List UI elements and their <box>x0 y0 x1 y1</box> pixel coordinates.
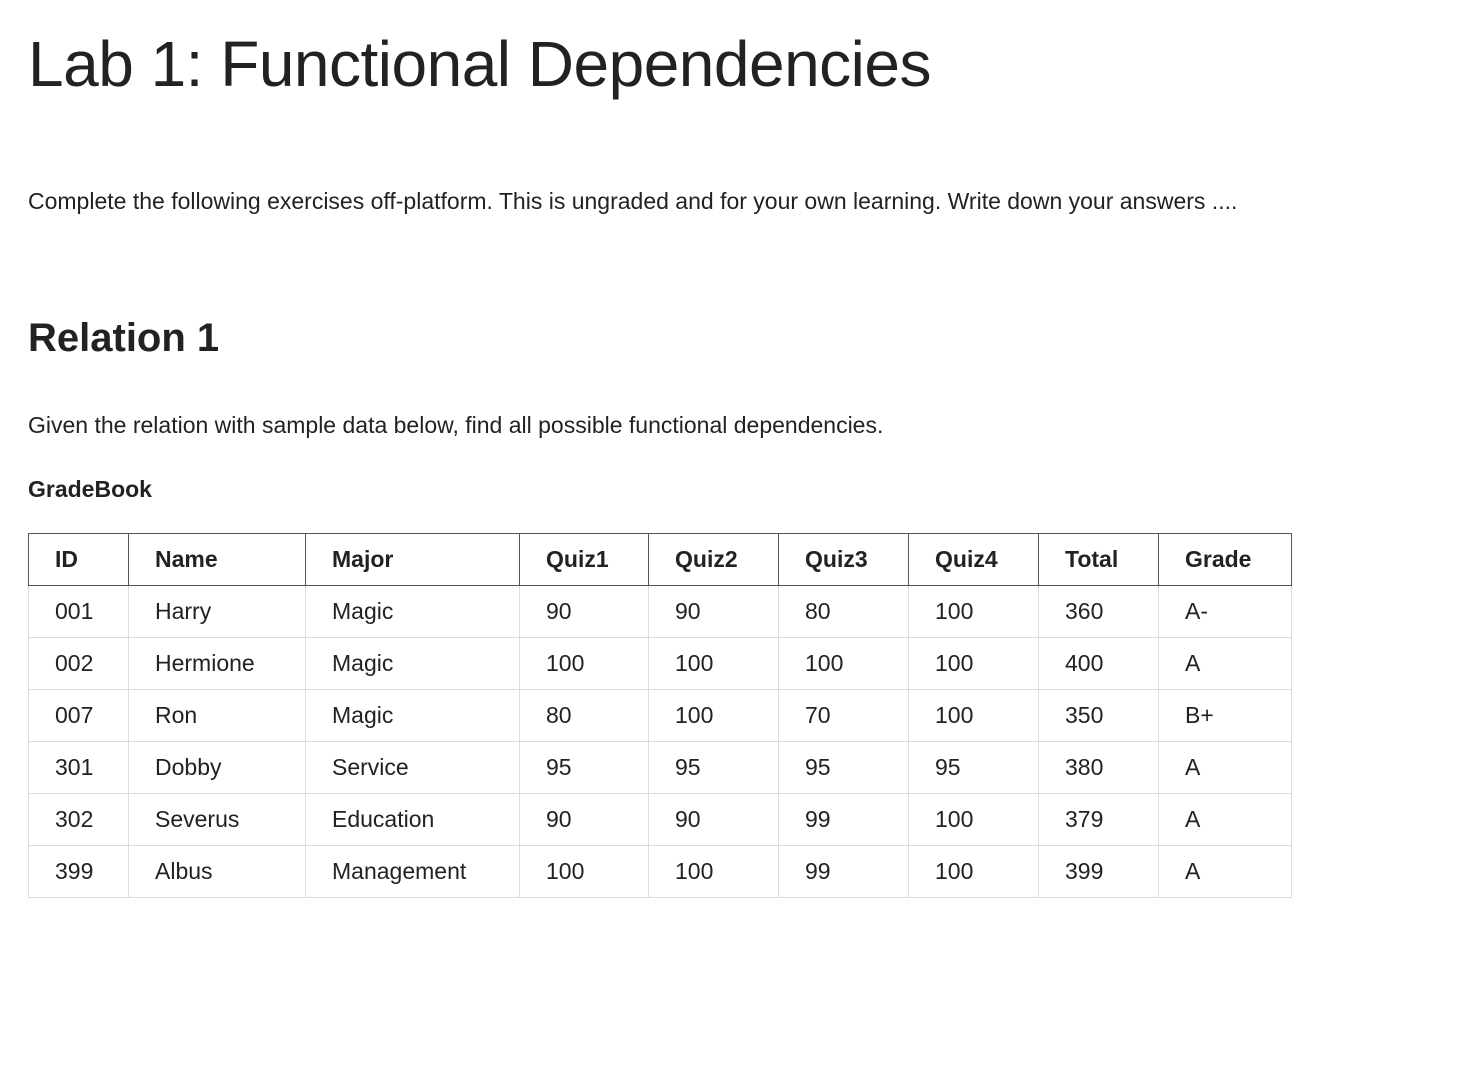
cell-quiz1: 80 <box>519 689 649 742</box>
cell-quiz1: 90 <box>519 585 649 638</box>
cell-name: Dobby <box>128 741 306 794</box>
gradebook-table: ID Name Major Quiz1 Quiz2 Quiz3 Quiz4 To… <box>28 533 1292 898</box>
cell-grade: B+ <box>1158 689 1292 742</box>
cell-quiz4: 100 <box>908 689 1039 742</box>
cell-quiz4: 100 <box>908 637 1039 690</box>
cell-quiz1: 100 <box>519 845 649 898</box>
column-header-quiz4: Quiz4 <box>908 533 1039 586</box>
cell-quiz2: 90 <box>648 793 779 846</box>
table-row: 001 Harry Magic 90 90 80 100 360 A- <box>28 585 1292 638</box>
table-row: 399 Albus Management 100 100 99 100 399 … <box>28 845 1292 898</box>
column-header-major: Major <box>305 533 520 586</box>
cell-quiz1: 100 <box>519 637 649 690</box>
section-title: Relation 1 <box>28 316 220 360</box>
table-row: 302 Severus Education 90 90 99 100 379 A <box>28 793 1292 846</box>
cell-quiz3: 95 <box>778 741 909 794</box>
cell-total: 400 <box>1038 637 1159 690</box>
cell-grade: A <box>1158 793 1292 846</box>
cell-quiz2: 90 <box>648 585 779 638</box>
cell-id: 302 <box>28 793 129 846</box>
cell-id: 007 <box>28 689 129 742</box>
table-row: 301 Dobby Service 95 95 95 95 380 A <box>28 741 1292 794</box>
cell-major: Magic <box>305 689 520 742</box>
cell-major: Magic <box>305 637 520 690</box>
column-header-grade: Grade <box>1158 533 1292 586</box>
table-row: 007 Ron Magic 80 100 70 100 350 B+ <box>28 689 1292 742</box>
column-header-name: Name <box>128 533 306 586</box>
column-header-id: ID <box>28 533 129 586</box>
cell-quiz2: 95 <box>648 741 779 794</box>
cell-id: 002 <box>28 637 129 690</box>
cell-quiz3: 99 <box>778 793 909 846</box>
cell-major: Service <box>305 741 520 794</box>
cell-id: 301 <box>28 741 129 794</box>
cell-quiz4: 100 <box>908 845 1039 898</box>
table-row: 002 Hermione Magic 100 100 100 100 400 A <box>28 637 1292 690</box>
cell-total: 399 <box>1038 845 1159 898</box>
cell-total: 360 <box>1038 585 1159 638</box>
cell-quiz1: 95 <box>519 741 649 794</box>
cell-quiz2: 100 <box>648 689 779 742</box>
column-header-quiz3: Quiz3 <box>778 533 909 586</box>
cell-quiz3: 70 <box>778 689 909 742</box>
cell-total: 350 <box>1038 689 1159 742</box>
cell-quiz3: 80 <box>778 585 909 638</box>
cell-major: Magic <box>305 585 520 638</box>
column-header-total: Total <box>1038 533 1159 586</box>
section-instructions: Given the relation with sample data belo… <box>28 412 884 438</box>
cell-quiz4: 100 <box>908 793 1039 846</box>
cell-grade: A <box>1158 845 1292 898</box>
cell-grade: A- <box>1158 585 1292 638</box>
cell-quiz1: 90 <box>519 793 649 846</box>
cell-grade: A <box>1158 637 1292 690</box>
cell-total: 379 <box>1038 793 1159 846</box>
cell-quiz2: 100 <box>648 845 779 898</box>
column-header-quiz1: Quiz1 <box>519 533 649 586</box>
intro-text: Complete the following exercises off-pla… <box>28 188 1238 214</box>
cell-quiz2: 100 <box>648 637 779 690</box>
cell-major: Education <box>305 793 520 846</box>
cell-quiz3: 99 <box>778 845 909 898</box>
cell-grade: A <box>1158 741 1292 794</box>
cell-name: Harry <box>128 585 306 638</box>
cell-quiz4: 100 <box>908 585 1039 638</box>
cell-id: 001 <box>28 585 129 638</box>
cell-name: Ron <box>128 689 306 742</box>
cell-id: 399 <box>28 845 129 898</box>
cell-name: Albus <box>128 845 306 898</box>
cell-major: Management <box>305 845 520 898</box>
cell-name: Severus <box>128 793 306 846</box>
cell-quiz3: 100 <box>778 637 909 690</box>
table-header-row: ID Name Major Quiz1 Quiz2 Quiz3 Quiz4 To… <box>28 533 1292 586</box>
page-title: Lab 1: Functional Dependencies <box>28 28 931 100</box>
cell-quiz4: 95 <box>908 741 1039 794</box>
cell-name: Hermione <box>128 637 306 690</box>
cell-total: 380 <box>1038 741 1159 794</box>
table-caption: GradeBook <box>28 476 152 502</box>
column-header-quiz2: Quiz2 <box>648 533 779 586</box>
